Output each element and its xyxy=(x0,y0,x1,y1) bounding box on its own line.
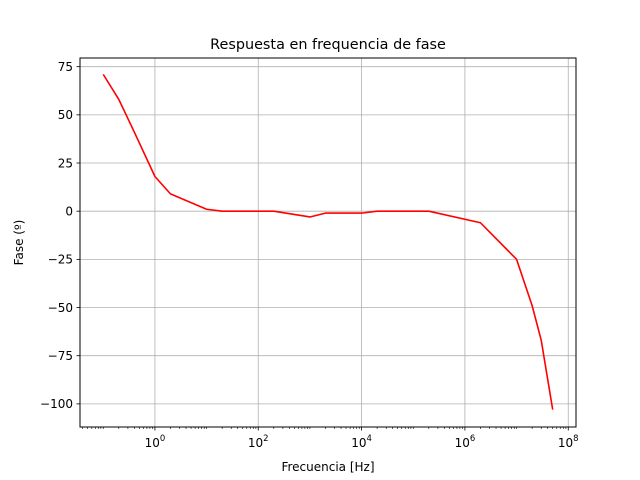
chart-title: Respuesta en frequencia de fase xyxy=(210,37,446,53)
x-tick-label-base: 10 xyxy=(145,436,160,450)
y-tick-label: −100 xyxy=(40,397,73,411)
x-tick-label: 102 xyxy=(248,434,269,450)
phase-series-line xyxy=(102,73,554,410)
y-tick-label: −75 xyxy=(48,349,73,363)
x-tick-label-base: 10 xyxy=(455,436,470,450)
x-tick-label-exponent: 4 xyxy=(367,434,372,444)
plot-area xyxy=(102,73,554,410)
x-tick-label: 100 xyxy=(145,434,166,450)
y-tick-label: 25 xyxy=(58,156,73,170)
y-tick-label: 50 xyxy=(58,108,73,122)
x-tick-label-exponent: 8 xyxy=(573,434,578,444)
y-tick-label: −25 xyxy=(48,253,73,267)
x-tick-label-base: 10 xyxy=(248,436,263,450)
x-tick-label: 106 xyxy=(455,434,476,450)
y-tick-label: 0 xyxy=(65,204,73,218)
x-tick-label-exponent: 6 xyxy=(470,434,475,444)
x-tick-label-exponent: 0 xyxy=(160,434,165,444)
x-tick-label-base: 10 xyxy=(351,436,366,450)
x-tick-label-base: 10 xyxy=(558,436,573,450)
y-tick-label: 75 xyxy=(58,60,73,74)
x-tick-label: 104 xyxy=(351,434,372,450)
grid xyxy=(80,58,576,427)
x-axis-label: Frecuencia [Hz] xyxy=(281,460,374,474)
y-axis-label: Fase (º) xyxy=(12,220,26,266)
y-tick-label: −50 xyxy=(48,301,73,315)
x-tick-label: 108 xyxy=(558,434,579,450)
axes-frame xyxy=(79,57,577,428)
x-tick-label-exponent: 2 xyxy=(263,434,268,444)
